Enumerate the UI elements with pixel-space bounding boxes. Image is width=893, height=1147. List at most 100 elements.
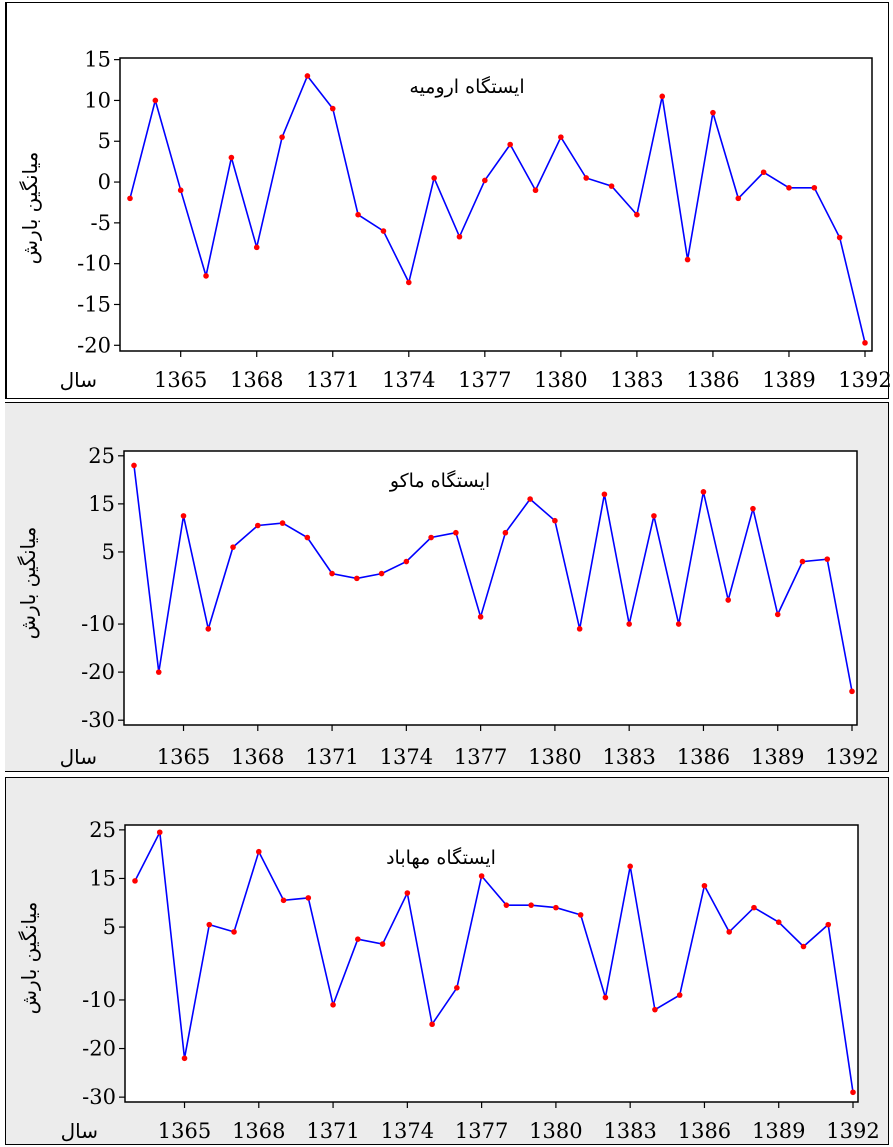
data-point (329, 570, 335, 577)
data-point (355, 936, 361, 943)
data-point (206, 921, 213, 928)
data-point (378, 570, 385, 577)
data-point (700, 489, 707, 495)
data-point (305, 895, 312, 901)
data-point (824, 556, 831, 562)
y-tick-label: -10 (77, 252, 111, 276)
y-tick-label: 5 (103, 915, 116, 939)
x-tick-label: 1368 (231, 745, 284, 769)
data-point (799, 558, 806, 565)
data-point (760, 169, 767, 176)
data-point (577, 912, 584, 918)
data-point (132, 878, 138, 884)
data-point (405, 279, 412, 286)
data-point (528, 902, 534, 908)
data-point (710, 109, 716, 116)
data-point (725, 597, 732, 603)
data-point (304, 73, 311, 79)
data-point (627, 863, 633, 870)
plot-area (119, 57, 873, 352)
data-point (180, 513, 187, 519)
x-tick-label: 1377 (455, 1119, 508, 1143)
y-tick-label: -5 (91, 211, 111, 235)
data-point (701, 882, 708, 889)
y-tick-label: 0 (98, 170, 111, 194)
chart-maku: 25 15 5 -10 -20 -30 1365 1368 1371 1374 1377 1380 13… (16, 444, 879, 769)
data-point (583, 175, 590, 181)
data-point (279, 520, 286, 526)
series-line (133, 465, 853, 692)
x-tick-label: 1389 (751, 745, 804, 769)
y-axis-label: میانگین بارش (17, 902, 41, 1015)
chart-title: ایستگاه مهاباد (386, 846, 496, 869)
data-point (454, 984, 460, 991)
y-tick-label: -10 (82, 988, 116, 1012)
data-point (775, 919, 782, 925)
data-point (652, 1006, 658, 1013)
y-tick-label: 5 (98, 129, 111, 153)
x-tick-label: 1365 (154, 368, 207, 392)
data-point (825, 921, 832, 928)
data-point (751, 904, 757, 911)
x-tick-label: 1374 (381, 1119, 434, 1143)
data-point (507, 141, 513, 148)
chart-title: ایستگاه ارومیه (409, 75, 524, 98)
data-point (403, 558, 410, 565)
data-point (203, 273, 209, 279)
data-point (684, 256, 691, 263)
data-point (152, 97, 159, 104)
chart-panel-mahabad: 25 15 5 -10 -20 -30 1365 1368 1371 1374 1377 1380 13… (5, 777, 889, 1145)
y-tick-label: -30 (82, 1085, 116, 1109)
y-tick-label: -20 (82, 1037, 116, 1061)
x-tick-label: 1377 (458, 368, 511, 392)
data-point (253, 244, 260, 251)
data-point (601, 491, 608, 498)
y-tick-label: 10 (84, 88, 111, 112)
data-point (527, 496, 533, 502)
x-tick-label: 1365 (158, 1119, 211, 1143)
data-point (379, 941, 386, 947)
y-tick-label: 15 (89, 866, 116, 890)
x-tick-label: 1392 (826, 1119, 879, 1143)
x-tick-label: 1374 (380, 745, 433, 769)
data-point (330, 1002, 336, 1008)
series-line (129, 74, 866, 343)
x-tick-label: 1386 (686, 368, 739, 392)
x-tick-label: 1389 (752, 1119, 805, 1143)
x-axis-label: سال (60, 745, 97, 769)
x-tick-label: 1371 (306, 1119, 359, 1143)
y-axis-label: میانگین بارش (18, 152, 42, 265)
data-point (255, 848, 262, 855)
data-point (532, 187, 539, 194)
data-point (478, 873, 485, 879)
data-point (156, 829, 163, 836)
y-axis-label: میانگین بارش (16, 527, 40, 640)
data-point (230, 544, 236, 550)
y-tick-label: 5 (102, 540, 115, 564)
data-point (502, 529, 509, 536)
data-point (477, 614, 484, 620)
data-point (608, 183, 615, 189)
x-tick-label: 1380 (529, 1119, 582, 1143)
chart-panel-maku: 25 15 5 -10 -20 -30 1365 1368 1371 1374 1377 1380 13… (5, 402, 889, 772)
data-point (456, 233, 463, 240)
data-point (431, 175, 437, 181)
x-tick-label: 1377 (454, 745, 507, 769)
plot-area (123, 450, 858, 726)
data-point (453, 529, 459, 536)
x-tick-label: 1386 (677, 745, 730, 769)
data-point (254, 522, 261, 529)
data-point (774, 611, 781, 618)
x-axis-label: سال (61, 1119, 98, 1143)
data-point (676, 992, 683, 998)
x-tick-label: 1374 (382, 368, 435, 392)
data-point (659, 93, 666, 100)
chart-title: ایستگاه ماکو (389, 469, 490, 492)
y-tick-label: 25 (89, 818, 116, 842)
x-tick-label: 1383 (603, 1119, 656, 1143)
plot-area (124, 824, 859, 1103)
data-point (602, 994, 609, 1001)
data-point (811, 184, 818, 191)
x-tick-label: 1368 (230, 368, 283, 392)
data-point (428, 534, 434, 541)
